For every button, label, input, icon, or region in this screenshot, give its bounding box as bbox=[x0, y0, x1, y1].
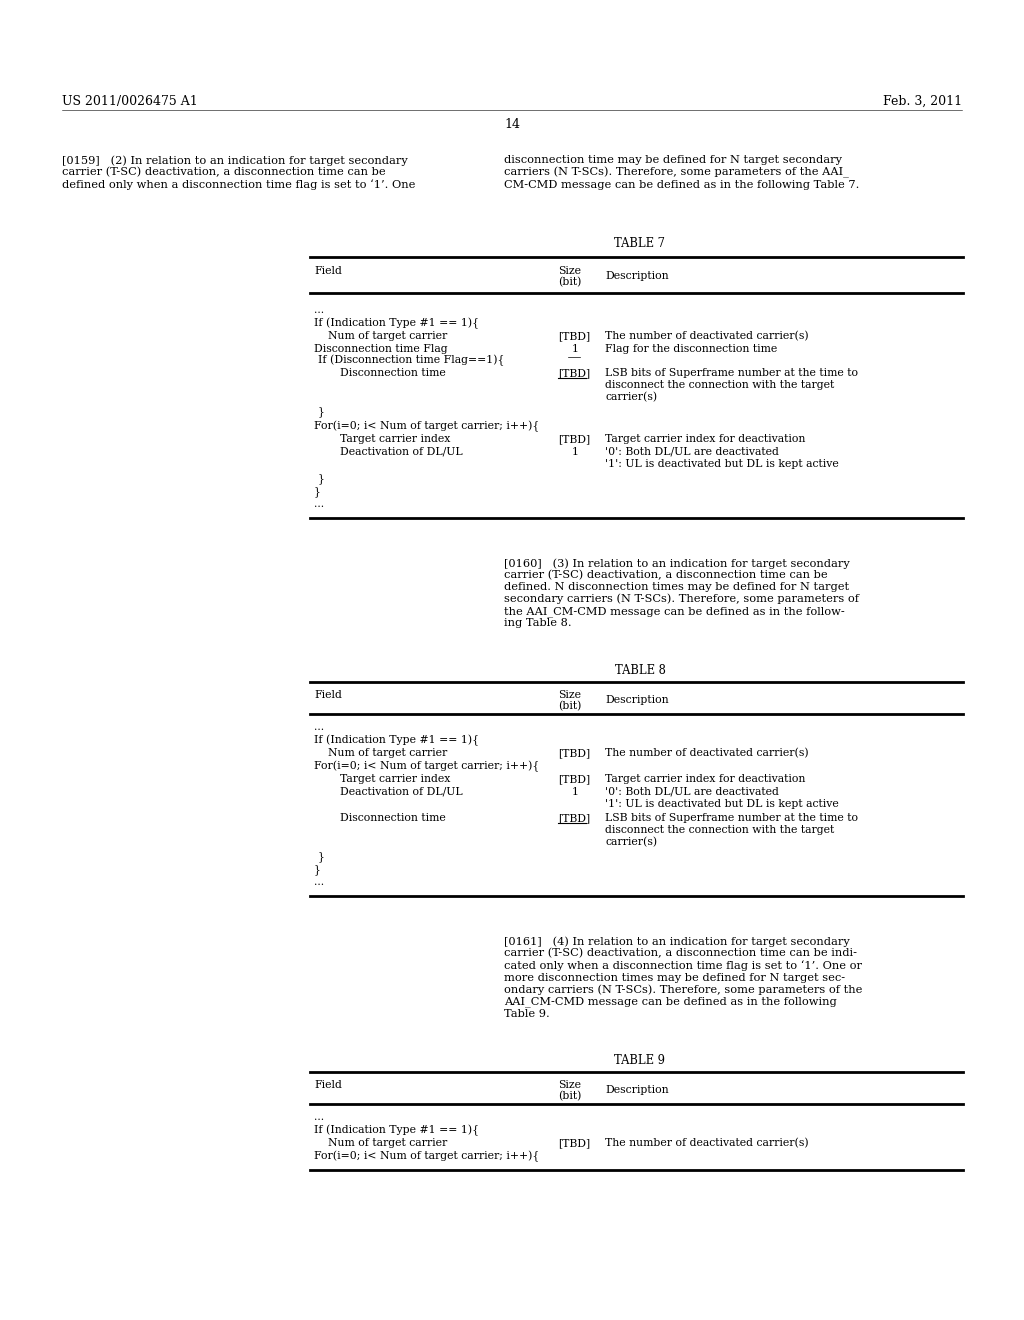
Text: TABLE 9: TABLE 9 bbox=[614, 1053, 666, 1067]
Text: }: } bbox=[318, 407, 325, 417]
Text: Description: Description bbox=[605, 271, 669, 281]
Text: Flag for the disconnection time: Flag for the disconnection time bbox=[605, 345, 777, 354]
Text: Deactivation of DL/UL: Deactivation of DL/UL bbox=[340, 787, 463, 797]
Text: [0159]   (2) In relation to an indication for target secondary
carrier (T-SC) de: [0159] (2) In relation to an indication … bbox=[62, 154, 416, 190]
Text: If (Disconnection time Flag==1){: If (Disconnection time Flag==1){ bbox=[318, 355, 505, 367]
Text: Num of target carrier: Num of target carrier bbox=[328, 1138, 447, 1148]
Text: ...: ... bbox=[314, 876, 325, 887]
Text: 1: 1 bbox=[572, 447, 579, 457]
Text: LSB bits of Superframe number at the time to: LSB bits of Superframe number at the tim… bbox=[605, 813, 858, 822]
Text: (bit): (bit) bbox=[558, 701, 582, 711]
Text: Deactivation of DL/UL: Deactivation of DL/UL bbox=[340, 447, 463, 457]
Text: ...: ... bbox=[314, 722, 325, 733]
Text: (bit): (bit) bbox=[558, 277, 582, 288]
Text: If (Indication Type #1 == 1){: If (Indication Type #1 == 1){ bbox=[314, 1125, 479, 1137]
Text: }: } bbox=[314, 486, 321, 496]
Text: '1': UL is deactivated but DL is kept active: '1': UL is deactivated but DL is kept ac… bbox=[605, 459, 839, 469]
Text: '1': UL is deactivated but DL is kept active: '1': UL is deactivated but DL is kept ac… bbox=[605, 799, 839, 809]
Text: Target carrier index for deactivation: Target carrier index for deactivation bbox=[605, 434, 805, 444]
Text: For(i=0; i< Num of target carrier; i++){: For(i=0; i< Num of target carrier; i++){ bbox=[314, 1151, 540, 1163]
Text: Target carrier index: Target carrier index bbox=[340, 774, 451, 784]
Text: [0161]   (4) In relation to an indication for target secondary
carrier (T-SC) de: [0161] (4) In relation to an indication … bbox=[504, 936, 862, 1019]
Text: If (Indication Type #1 == 1){: If (Indication Type #1 == 1){ bbox=[314, 735, 479, 746]
Text: Feb. 3, 2011: Feb. 3, 2011 bbox=[883, 95, 962, 108]
Text: [TBD]: [TBD] bbox=[558, 774, 590, 784]
Text: If (Indication Type #1 == 1){: If (Indication Type #1 == 1){ bbox=[314, 318, 479, 330]
Text: '0': Both DL/UL are deactivated: '0': Both DL/UL are deactivated bbox=[605, 447, 779, 457]
Text: Size: Size bbox=[558, 1080, 581, 1090]
Text: Description: Description bbox=[605, 696, 669, 705]
Text: ...: ... bbox=[314, 305, 325, 315]
Text: US 2011/0026475 A1: US 2011/0026475 A1 bbox=[62, 95, 198, 108]
Text: Description: Description bbox=[605, 1085, 669, 1096]
Text: '0': Both DL/UL are deactivated: '0': Both DL/UL are deactivated bbox=[605, 787, 779, 797]
Text: }: } bbox=[318, 851, 325, 862]
Text: Size: Size bbox=[558, 690, 581, 700]
Text: carrier(s): carrier(s) bbox=[605, 837, 657, 847]
Text: }: } bbox=[314, 865, 321, 875]
Text: Field: Field bbox=[314, 267, 342, 276]
Text: Num of target carrier: Num of target carrier bbox=[328, 331, 447, 341]
Text: 14: 14 bbox=[504, 117, 520, 131]
Text: [TBD]: [TBD] bbox=[558, 368, 590, 378]
Text: LSB bits of Superframe number at the time to: LSB bits of Superframe number at the tim… bbox=[605, 368, 858, 378]
Text: Field: Field bbox=[314, 690, 342, 700]
Text: For(i=0; i< Num of target carrier; i++){: For(i=0; i< Num of target carrier; i++){ bbox=[314, 762, 540, 772]
Text: }: } bbox=[318, 473, 325, 484]
Text: disconnection time may be defined for N target secondary
carriers (N T-SCs). The: disconnection time may be defined for N … bbox=[504, 154, 859, 190]
Text: ...: ... bbox=[314, 499, 325, 510]
Text: TABLE 7: TABLE 7 bbox=[614, 238, 666, 249]
Text: 1: 1 bbox=[572, 345, 579, 354]
Text: Size: Size bbox=[558, 267, 581, 276]
Text: TABLE 8: TABLE 8 bbox=[614, 664, 666, 677]
Text: The number of deactivated carrier(s): The number of deactivated carrier(s) bbox=[605, 748, 809, 758]
Text: [TBD]: [TBD] bbox=[558, 1138, 590, 1148]
Text: [TBD]: [TBD] bbox=[558, 434, 590, 444]
Text: Disconnection time Flag: Disconnection time Flag bbox=[314, 345, 447, 354]
Text: [0160]   (3) In relation to an indication for target secondary
carrier (T-SC) de: [0160] (3) In relation to an indication … bbox=[504, 558, 859, 628]
Text: For(i=0; i< Num of target carrier; i++){: For(i=0; i< Num of target carrier; i++){ bbox=[314, 421, 540, 433]
Text: [TBD]: [TBD] bbox=[558, 813, 590, 822]
Text: Disconnection time: Disconnection time bbox=[340, 368, 445, 378]
Text: (bit): (bit) bbox=[558, 1092, 582, 1101]
Text: [TBD]: [TBD] bbox=[558, 748, 590, 758]
Text: Field: Field bbox=[314, 1080, 342, 1090]
Text: 1: 1 bbox=[572, 787, 579, 797]
Text: carrier(s): carrier(s) bbox=[605, 392, 657, 403]
Text: disconnect the connection with the target: disconnect the connection with the targe… bbox=[605, 825, 835, 836]
Text: disconnect the connection with the target: disconnect the connection with the targe… bbox=[605, 380, 835, 389]
Text: The number of deactivated carrier(s): The number of deactivated carrier(s) bbox=[605, 331, 809, 342]
Text: Num of target carrier: Num of target carrier bbox=[328, 748, 447, 758]
Text: Target carrier index for deactivation: Target carrier index for deactivation bbox=[605, 774, 805, 784]
Text: Disconnection time: Disconnection time bbox=[340, 813, 445, 822]
Text: Target carrier index: Target carrier index bbox=[340, 434, 451, 444]
Text: [TBD]: [TBD] bbox=[558, 331, 590, 341]
Text: ...: ... bbox=[314, 1111, 325, 1122]
Text: The number of deactivated carrier(s): The number of deactivated carrier(s) bbox=[605, 1138, 809, 1148]
